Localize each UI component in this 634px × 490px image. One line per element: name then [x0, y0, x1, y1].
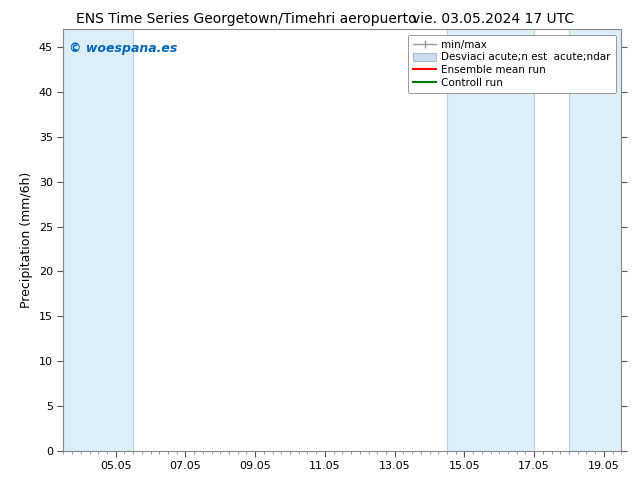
Y-axis label: Precipitation (mm/6h): Precipitation (mm/6h): [20, 172, 34, 308]
Legend: min/max, Desviaci acute;n est  acute;ndar, Ensemble mean run, Controll run: min/max, Desviaci acute;n est acute;ndar…: [408, 35, 616, 93]
Bar: [63, 29, 133, 451]
Bar: [447, 29, 534, 451]
Text: © woespana.es: © woespana.es: [69, 42, 178, 55]
Text: vie. 03.05.2024 17 UTC: vie. 03.05.2024 17 UTC: [412, 12, 574, 26]
Bar: [569, 29, 621, 451]
Text: ENS Time Series Georgetown/Timehri aeropuerto: ENS Time Series Georgetown/Timehri aerop…: [76, 12, 417, 26]
